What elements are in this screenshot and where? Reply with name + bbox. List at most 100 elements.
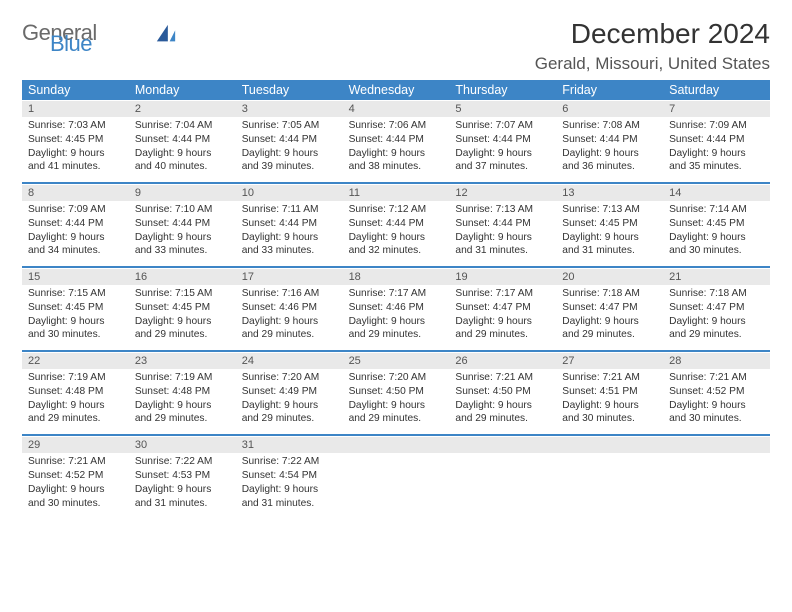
title-block: December 2024 Gerald, Missouri, United S… [535,18,770,74]
sunrise-text: Sunrise: 7:19 AM [135,371,230,385]
day-cell: Sunrise: 7:09 AMSunset: 4:44 PMDaylight:… [22,201,129,266]
daylight-text-2: and 33 minutes. [242,244,337,258]
daylight-text-1: Daylight: 9 hours [455,315,550,329]
daylight-text-2: and 36 minutes. [562,160,657,174]
day-cell: Sunrise: 7:03 AMSunset: 4:45 PMDaylight:… [22,117,129,182]
day-cell: Sunrise: 7:19 AMSunset: 4:48 PMDaylight:… [22,369,129,434]
day-number: 31 [236,436,343,453]
sunrise-text: Sunrise: 7:07 AM [455,119,550,133]
logo-word2: Blue [50,35,97,54]
sunrise-text: Sunrise: 7:18 AM [669,287,764,301]
day-cell [343,453,450,518]
day-cell: Sunrise: 7:21 AMSunset: 4:52 PMDaylight:… [22,453,129,518]
daylight-text-2: and 34 minutes. [28,244,123,258]
day-cell [556,453,663,518]
weekday-header: Thursday [449,80,556,100]
day-cell: Sunrise: 7:21 AMSunset: 4:51 PMDaylight:… [556,369,663,434]
sunset-text: Sunset: 4:45 PM [135,301,230,315]
daylight-text-1: Daylight: 9 hours [562,399,657,413]
day-number: 29 [22,436,129,453]
day-cell: Sunrise: 7:18 AMSunset: 4:47 PMDaylight:… [556,285,663,350]
daylight-text-1: Daylight: 9 hours [135,399,230,413]
daylight-text-1: Daylight: 9 hours [28,399,123,413]
day-cell: Sunrise: 7:18 AMSunset: 4:47 PMDaylight:… [663,285,770,350]
sunset-text: Sunset: 4:44 PM [349,133,444,147]
day-cell [663,453,770,518]
day-number: 24 [236,352,343,369]
sunset-text: Sunset: 4:47 PM [562,301,657,315]
weekday-header: Tuesday [236,80,343,100]
day-cell: Sunrise: 7:20 AMSunset: 4:49 PMDaylight:… [236,369,343,434]
day-number: 8 [22,184,129,201]
day-cell: Sunrise: 7:20 AMSunset: 4:50 PMDaylight:… [343,369,450,434]
daylight-text-1: Daylight: 9 hours [242,399,337,413]
sunset-text: Sunset: 4:44 PM [242,133,337,147]
day-cell: Sunrise: 7:13 AMSunset: 4:45 PMDaylight:… [556,201,663,266]
day-number: 26 [449,352,556,369]
weekday-header: Sunday [22,80,129,100]
sunrise-text: Sunrise: 7:21 AM [28,455,123,469]
day-cell: Sunrise: 7:14 AMSunset: 4:45 PMDaylight:… [663,201,770,266]
sunrise-text: Sunrise: 7:20 AM [349,371,444,385]
sunrise-text: Sunrise: 7:12 AM [349,203,444,217]
sunrise-text: Sunrise: 7:14 AM [669,203,764,217]
sunset-text: Sunset: 4:44 PM [455,217,550,231]
logo: General Blue [22,24,69,53]
day-number: 16 [129,268,236,285]
sunset-text: Sunset: 4:44 PM [242,217,337,231]
day-number: 20 [556,268,663,285]
day-number: 19 [449,268,556,285]
sunset-text: Sunset: 4:54 PM [242,469,337,483]
day-cell: Sunrise: 7:21 AMSunset: 4:50 PMDaylight:… [449,369,556,434]
daylight-text-1: Daylight: 9 hours [28,231,123,245]
daylight-text-1: Daylight: 9 hours [455,231,550,245]
sunset-text: Sunset: 4:44 PM [135,217,230,231]
sunrise-text: Sunrise: 7:20 AM [242,371,337,385]
day-cell [449,453,556,518]
daylight-text-1: Daylight: 9 hours [135,483,230,497]
daylight-text-2: and 32 minutes. [349,244,444,258]
daylight-text-2: and 29 minutes. [349,412,444,426]
sunrise-text: Sunrise: 7:16 AM [242,287,337,301]
day-number: 11 [343,184,450,201]
daylight-text-1: Daylight: 9 hours [28,147,123,161]
day-cell: Sunrise: 7:09 AMSunset: 4:44 PMDaylight:… [663,117,770,182]
sunrise-text: Sunrise: 7:21 AM [455,371,550,385]
sunrise-text: Sunrise: 7:21 AM [669,371,764,385]
day-number: 1 [22,100,129,117]
daylight-text-1: Daylight: 9 hours [242,483,337,497]
daylight-text-1: Daylight: 9 hours [242,315,337,329]
daylight-text-1: Daylight: 9 hours [242,147,337,161]
sunset-text: Sunset: 4:53 PM [135,469,230,483]
day-number: 14 [663,184,770,201]
daylight-text-2: and 41 minutes. [28,160,123,174]
daylight-text-2: and 29 minutes. [455,328,550,342]
day-number: 5 [449,100,556,117]
sunset-text: Sunset: 4:48 PM [135,385,230,399]
daylight-text-1: Daylight: 9 hours [28,315,123,329]
daylight-text-2: and 29 minutes. [349,328,444,342]
day-number: 7 [663,100,770,117]
day-number [556,436,663,453]
day-cell: Sunrise: 7:05 AMSunset: 4:44 PMDaylight:… [236,117,343,182]
sunrise-text: Sunrise: 7:10 AM [135,203,230,217]
sunset-text: Sunset: 4:44 PM [135,133,230,147]
daylight-text-2: and 29 minutes. [135,412,230,426]
sunset-text: Sunset: 4:50 PM [349,385,444,399]
day-cell: Sunrise: 7:17 AMSunset: 4:46 PMDaylight:… [343,285,450,350]
day-number: 25 [343,352,450,369]
day-cell: Sunrise: 7:17 AMSunset: 4:47 PMDaylight:… [449,285,556,350]
day-number: 15 [22,268,129,285]
sunrise-text: Sunrise: 7:13 AM [562,203,657,217]
day-number [449,436,556,453]
day-number: 9 [129,184,236,201]
day-number: 21 [663,268,770,285]
day-number: 3 [236,100,343,117]
day-number: 12 [449,184,556,201]
day-cell: Sunrise: 7:11 AMSunset: 4:44 PMDaylight:… [236,201,343,266]
sunset-text: Sunset: 4:46 PM [242,301,337,315]
sunrise-text: Sunrise: 7:21 AM [562,371,657,385]
sunset-text: Sunset: 4:45 PM [562,217,657,231]
weekday-header: Wednesday [343,80,450,100]
daylight-text-1: Daylight: 9 hours [562,315,657,329]
